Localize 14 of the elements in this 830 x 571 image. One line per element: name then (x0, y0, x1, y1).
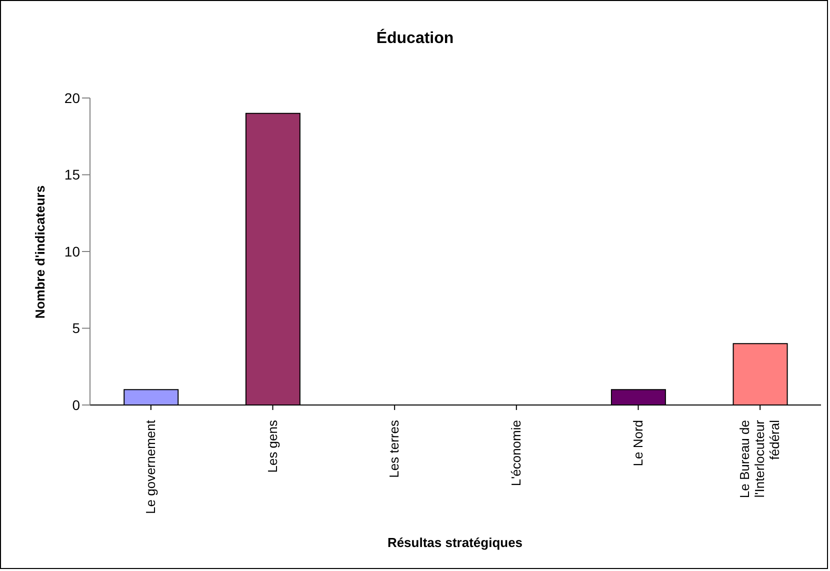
x-tick-label: Les gens (264, 420, 280, 473)
x-tick-label: Le Nord (630, 420, 646, 466)
x-axis-title: Résultas stratégiques (386, 535, 524, 550)
x-tick-label: Le Bureau de l'Interlocuteur fédéral (737, 419, 782, 498)
x-tick-label: Le governement (142, 420, 158, 514)
y-tick-label: 0 (72, 396, 80, 413)
x-tick-label: L'économie (508, 420, 524, 486)
y-tick-label: 15 (64, 166, 80, 183)
y-axis-title: Nombre d'indicateurs (32, 185, 48, 319)
y-tick-label: 10 (64, 243, 80, 260)
x-tick-label: Les terres (386, 420, 402, 478)
chart-title: Éducation (375, 30, 455, 48)
y-tick-label: 5 (72, 320, 80, 336)
y-tick-label: 20 (64, 90, 80, 106)
